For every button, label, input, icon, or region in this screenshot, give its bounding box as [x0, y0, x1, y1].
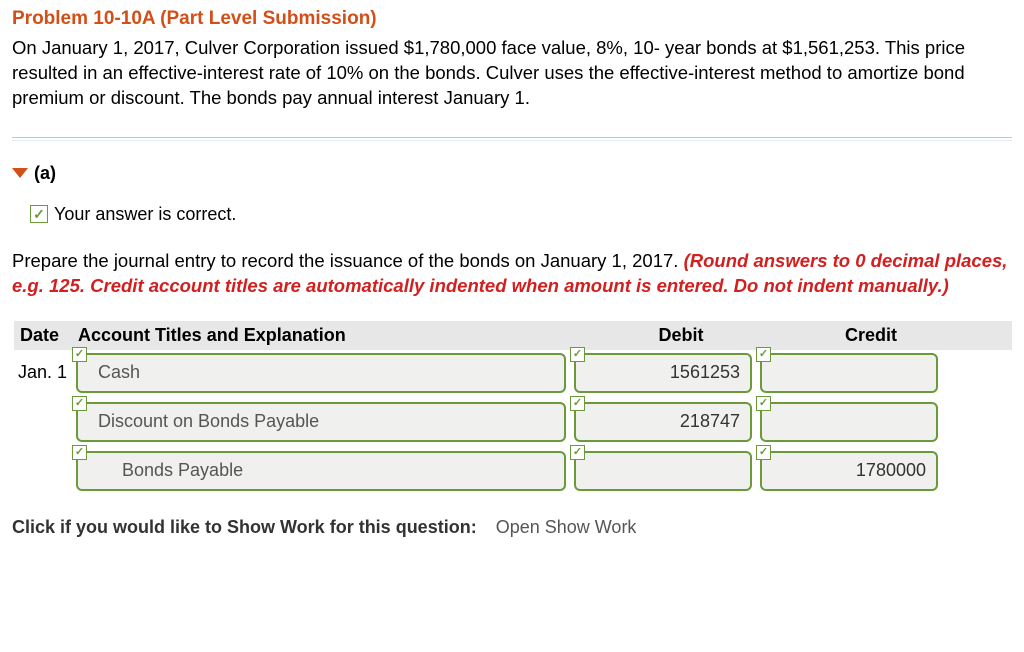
check-icon: ✓ [570, 396, 585, 411]
check-icon: ✓ [72, 445, 87, 460]
debit-input[interactable] [574, 451, 752, 491]
show-work-row: Click if you would like to Show Work for… [12, 517, 1012, 538]
check-icon: ✓ [756, 396, 771, 411]
part-toggle[interactable]: (a) [12, 163, 1012, 184]
journal-entry-table: Date Account Titles and Explanation Debi… [14, 321, 1012, 497]
header-account: Account Titles and Explanation [78, 325, 586, 346]
debit-input[interactable]: 218747 [574, 402, 752, 442]
account-title-input[interactable]: Discount on Bonds Payable [76, 402, 566, 442]
header-credit: Credit [776, 325, 966, 346]
check-icon: ✓ [570, 445, 585, 460]
check-icon: ✓ [30, 205, 48, 223]
credit-input[interactable] [760, 402, 938, 442]
header-date: Date [20, 325, 78, 346]
show-work-prompt: Click if you would like to Show Work for… [12, 517, 477, 537]
check-icon: ✓ [756, 347, 771, 362]
answer-correct-text: Your answer is correct. [54, 204, 236, 225]
instruction-text: Prepare the journal entry to record the … [12, 249, 1012, 299]
problem-title: Problem 10-10A (Part Level Submission) [12, 8, 1012, 30]
debit-input[interactable]: 1561253 [574, 353, 752, 393]
problem-text: On January 1, 2017, Culver Corporation i… [12, 36, 1012, 111]
credit-input[interactable]: 1780000 [760, 451, 938, 491]
table-row: ✓Discount on Bonds Payable✓218747✓ [14, 399, 1012, 448]
account-title-input[interactable]: Cash [76, 353, 566, 393]
check-icon: ✓ [72, 347, 87, 362]
caret-down-icon [12, 168, 28, 178]
part-label: (a) [34, 163, 56, 184]
show-work-link[interactable]: Open Show Work [496, 517, 637, 537]
check-icon: ✓ [756, 445, 771, 460]
instruction-plain: Prepare the journal entry to record the … [12, 250, 684, 271]
answer-correct-indicator: ✓ Your answer is correct. [30, 204, 1012, 225]
section-divider [12, 137, 1012, 141]
table-header-row: Date Account Titles and Explanation Debi… [14, 321, 1012, 350]
credit-input[interactable] [760, 353, 938, 393]
account-title-input[interactable]: Bonds Payable [76, 451, 566, 491]
check-icon: ✓ [570, 347, 585, 362]
check-icon: ✓ [72, 396, 87, 411]
date-cell: Jan. 1 [18, 362, 76, 383]
table-row: ✓Bonds Payable✓✓1780000 [14, 448, 1012, 497]
table-row: Jan. 1✓Cash✓1561253✓ [14, 350, 1012, 399]
header-debit: Debit [586, 325, 776, 346]
